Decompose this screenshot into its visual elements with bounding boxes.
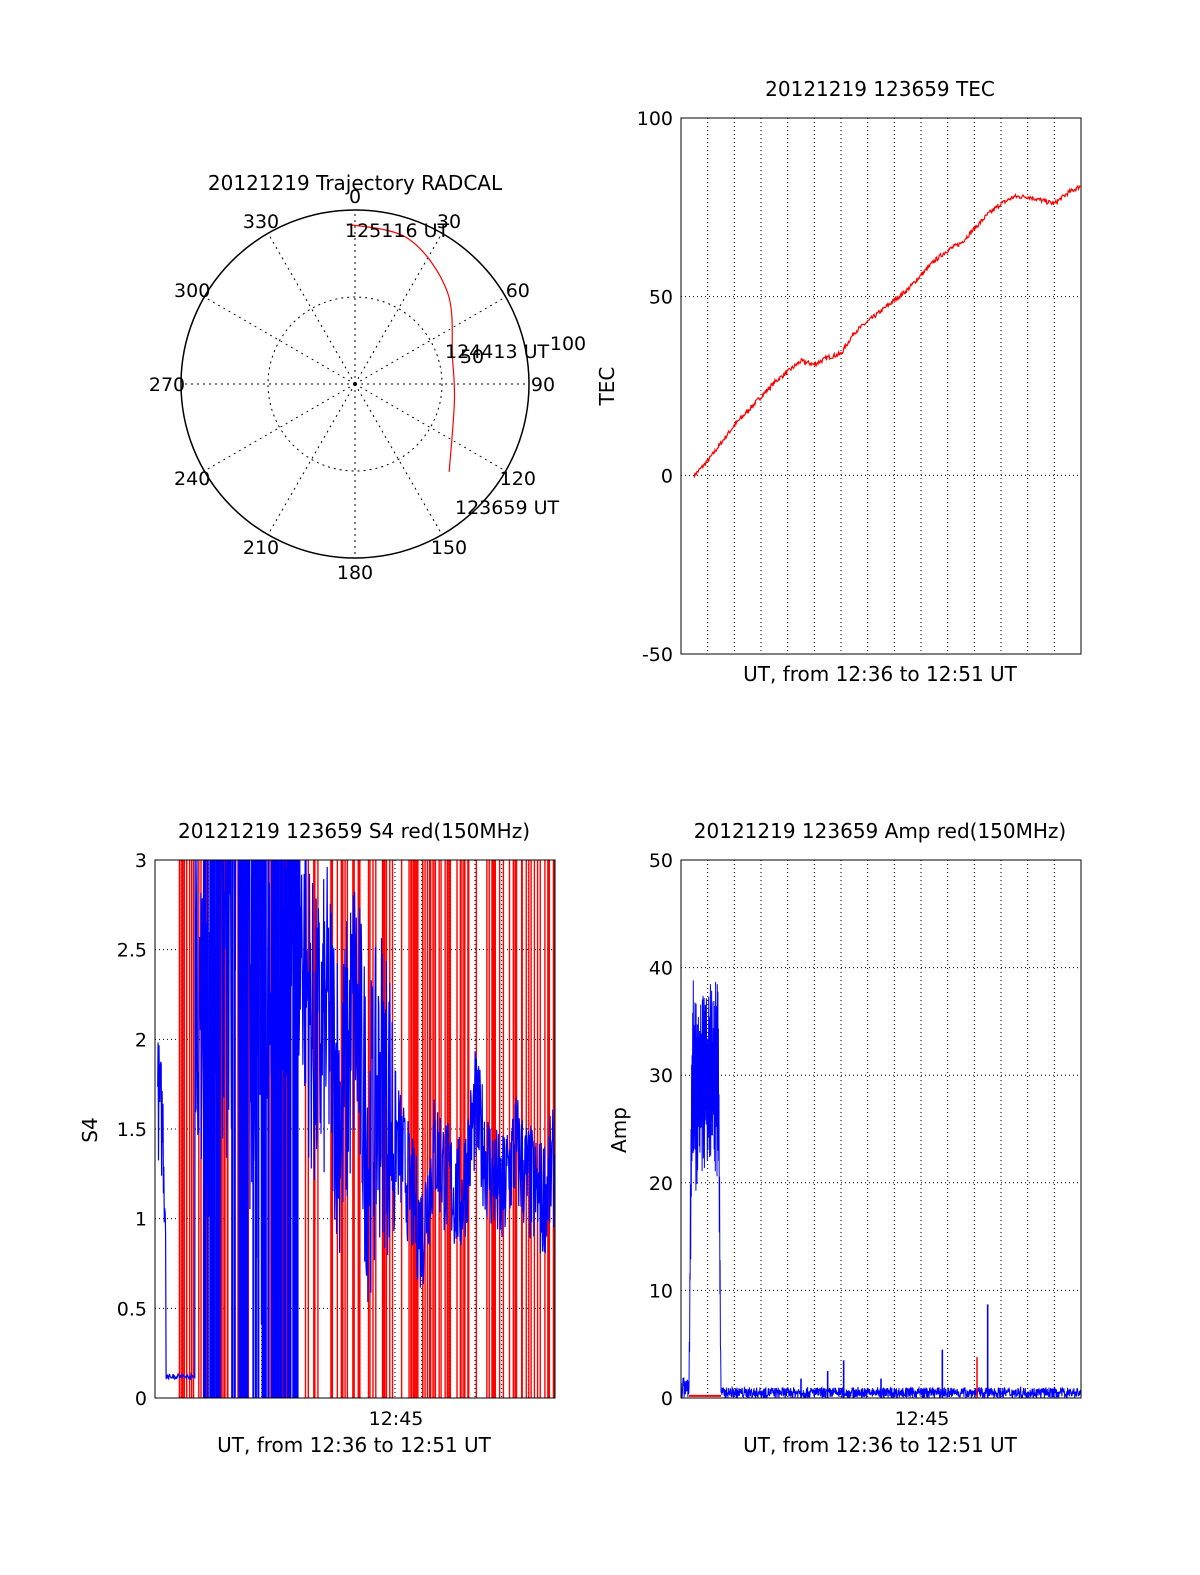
polar-angle-label: 330: [243, 211, 279, 233]
polar-title: 20121219 Trajectory RADCAL: [208, 171, 503, 195]
trajectory-line: [346, 223, 456, 472]
polar-angle-label: 120: [500, 468, 536, 490]
tec-frame: [680, 117, 1082, 655]
polar-spoke: [354, 233, 443, 385]
time-label-start: 123659 UT: [455, 497, 559, 519]
s4-x-tick: 12:45: [369, 1408, 424, 1430]
tec-y-tick-label: 100: [637, 108, 673, 130]
polar-angle-label: 60: [506, 280, 530, 302]
s4-y-tick-label: 1: [135, 1209, 147, 1231]
polar-spoke: [354, 383, 443, 535]
s4-x-label: UT, from 12:36 to 12:51 UT: [217, 1433, 492, 1457]
polar-ring-50: [267, 296, 443, 472]
s4-y-ticks: 0 0.5 1 1.5 2 2.5 3: [117, 850, 147, 1410]
tec-y-tick-label: 0: [661, 465, 673, 487]
amp-x-tick: 12:45: [895, 1408, 950, 1430]
amp-chart: 20121219 123659 Amp red(150MHz) 0 10 20 30 4…: [607, 819, 1082, 1457]
s4-y-tick-label: 3: [135, 850, 147, 872]
polar-angle-label: 240: [174, 468, 210, 490]
amp-y-tick-label: 20: [649, 1173, 673, 1195]
s4-title: 20121219 123659 S4 red(150MHz): [178, 819, 530, 843]
amp-y-tick-label: 40: [649, 958, 673, 980]
amp-blue-series: [681, 980, 1081, 1398]
tec-y-ticks: -50 0 50 100: [637, 108, 673, 666]
polar-angle-label: 0: [349, 186, 361, 208]
polar-angle-label: 90: [531, 374, 555, 396]
tec-y-label: TEC: [595, 367, 619, 407]
s4-blue-line: [157, 860, 555, 1398]
polar-spoke: [204, 296, 356, 385]
polar-radius-label-50: 50: [460, 346, 484, 368]
polar-spoke: [267, 233, 356, 385]
tec-title: 20121219 123659 TEC: [765, 77, 995, 101]
tec-y-tick-label: -50: [642, 644, 673, 666]
tec-y-tick-label: 50: [649, 287, 673, 309]
polar-spoke: [204, 383, 356, 472]
amp-frame: [680, 859, 1082, 1399]
amp-y-tick-label: 50: [649, 850, 673, 872]
tec-chart: 20121219 123659 TEC -50 0 50 100 UT, from 1…: [595, 77, 1082, 686]
trajectory-polar-plot: 20121219 Trajectory RADCAL 0 30 60 90 120 150…: [149, 171, 586, 584]
s4-y-tick-label: 0: [135, 1388, 147, 1410]
polar-angle-label: 30: [437, 211, 461, 233]
amp-title: 20121219 123659 Amp red(150MHz): [694, 819, 1066, 843]
s4-y-tick-label: 2.5: [117, 940, 147, 962]
amp-blue-line: [681, 980, 1081, 1398]
amp-x-label: UT, from 12:36 to 12:51 UT: [743, 1433, 1018, 1457]
time-label-end: 125116 UT: [345, 220, 449, 242]
polar-angle-label: 180: [337, 562, 373, 584]
polar-radius-label-100: 100: [550, 333, 586, 355]
polar-grid: [180, 209, 530, 559]
tec-grid: [681, 118, 1081, 654]
polar-angle-label: 210: [243, 537, 279, 559]
s4-y-tick-label: 2: [135, 1029, 147, 1051]
amp-y-tick-label: 10: [649, 1280, 673, 1302]
amp-red-series: [689, 1357, 978, 1398]
s4-frame: [154, 859, 556, 1399]
amp-y-ticks: 0 10 20 30 40 50: [649, 850, 673, 1410]
tec-series-line: [693, 184, 1081, 478]
polar-spoke: [267, 383, 356, 535]
amp-y-tick-label: 0: [661, 1388, 673, 1410]
polar-angle-labels: 0 30 60 90 120 150 180 210 240 270 300 330: [149, 186, 555, 584]
amp-y-label: Amp: [607, 1107, 631, 1153]
amp-grid: [681, 860, 1081, 1398]
polar-angle-label: 300: [174, 280, 210, 302]
polar-angle-label: 270: [149, 374, 185, 396]
polar-outer-ring: [180, 209, 530, 559]
amp-y-tick-label: 30: [649, 1065, 673, 1087]
polar-angle-label: 150: [431, 537, 467, 559]
tec-x-label: UT, from 12:36 to 12:51 UT: [743, 662, 1018, 686]
polar-spoke: [354, 296, 506, 385]
s4-blue-series: [157, 860, 555, 1398]
s4-y-label: S4: [78, 1117, 102, 1142]
s4-y-tick-label: 0.5: [117, 1298, 147, 1320]
s4-chart: 20121219 123659 S4 red(150MHz) 0 0.5 1 1.5 2…: [78, 819, 556, 1457]
s4-y-tick-label: 1.5: [117, 1119, 147, 1141]
polar-spoke: [354, 383, 506, 472]
time-label-mid: 124413 UT: [445, 341, 549, 363]
